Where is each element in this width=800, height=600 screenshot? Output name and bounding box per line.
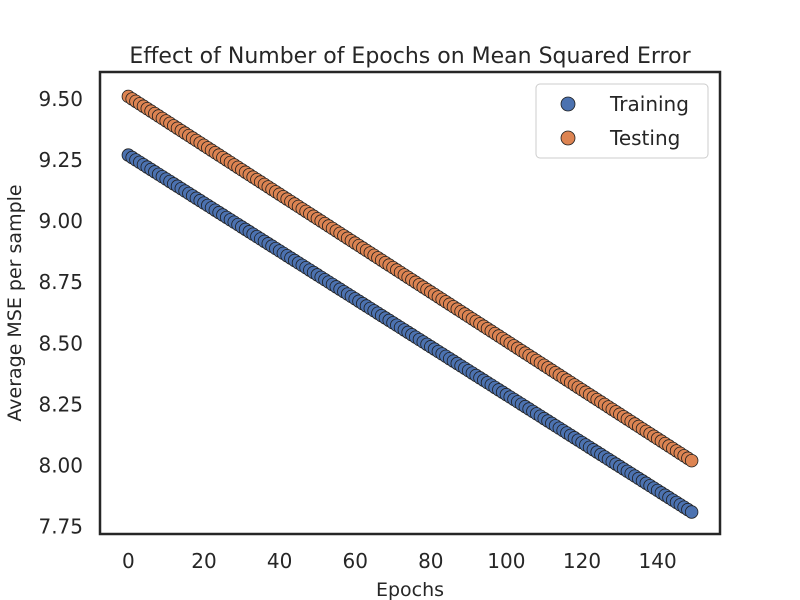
x-tick-label: 120: [563, 549, 601, 573]
y-tick-label: 8.00: [38, 454, 83, 478]
plot-frame: [98, 70, 722, 536]
y-tick-label: 9.50: [38, 87, 83, 111]
x-tick-label: 80: [418, 549, 443, 573]
y-tick-label: 8.75: [38, 270, 83, 294]
series-training: [121, 148, 699, 519]
legend-marker: [560, 96, 576, 112]
x-tick-label: 100: [487, 549, 525, 573]
y-tick-label: 8.50: [38, 331, 83, 355]
data-point: [684, 453, 699, 468]
chart-title: Effect of Number of Epochs on Mean Squar…: [129, 44, 691, 69]
legend-marker: [560, 130, 576, 146]
x-tick-label: 20: [191, 549, 216, 573]
y-tick-label: 9.00: [38, 209, 83, 233]
y-tick-label: 7.75: [38, 515, 83, 539]
plot-marks: [121, 89, 699, 519]
x-tick-label: 40: [267, 549, 292, 573]
x-tick-label: 0: [122, 549, 135, 573]
y-axis-label: Average MSE per sample: [4, 184, 26, 421]
legend-label: Training: [609, 92, 689, 116]
x-axis-ticks: 0 20 40 60 80 100 120 140: [122, 549, 677, 573]
legend: Training Testing: [535, 83, 709, 159]
x-axis-label: Epochs: [376, 579, 444, 600]
y-axis-ticks: 7.75 8.00 8.25 8.50 8.75 9.00 9.25 9.50: [38, 87, 83, 539]
series-testing: [121, 89, 699, 468]
x-tick-label: 60: [342, 549, 367, 573]
y-tick-label: 8.25: [38, 392, 83, 416]
legend-box: [535, 83, 709, 159]
y-tick-label: 9.25: [38, 148, 83, 172]
data-point: [684, 505, 699, 519]
legend-label: Testing: [609, 126, 680, 150]
x-tick-label: 140: [639, 549, 677, 573]
